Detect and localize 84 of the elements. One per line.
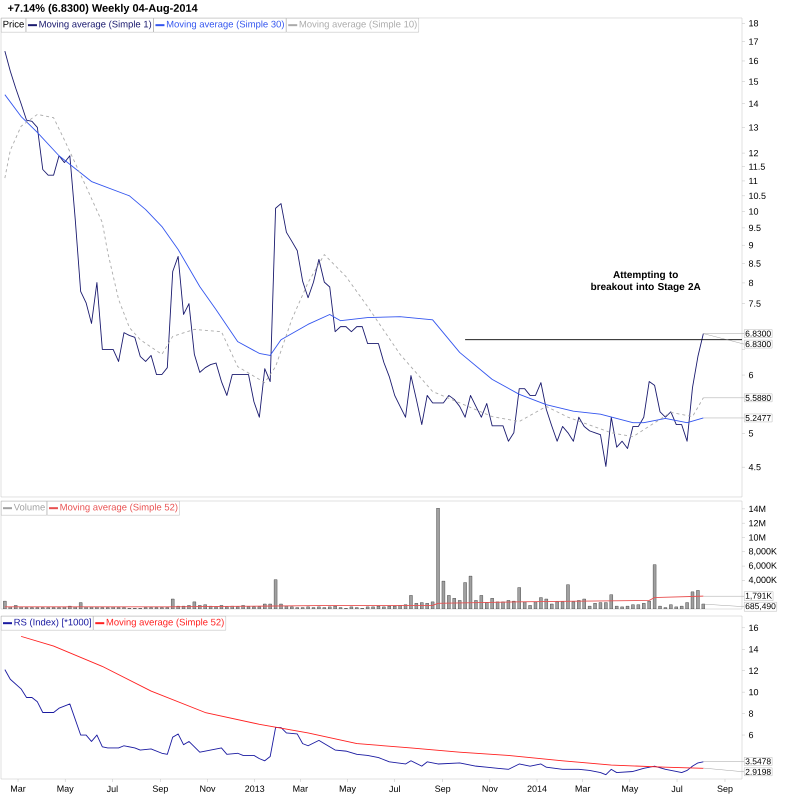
- x-tick-label: Jul: [671, 786, 682, 792]
- y-tick-label: 16: [749, 58, 758, 64]
- x-tick-label: May: [340, 786, 356, 794]
- bar: [393, 606, 396, 609]
- annotation: 6.8300: [746, 330, 771, 337]
- y-tick-label: 5: [748, 430, 754, 437]
- bar: [648, 600, 651, 609]
- legend-label: RS (Index) [*1000]: [14, 618, 91, 628]
- x-tick-label: Mar: [576, 786, 590, 792]
- y-tick-label: 10.5: [749, 192, 766, 200]
- y-tick-label: 12M: [749, 520, 766, 526]
- y-tick-label: 10: [749, 208, 758, 215]
- y-tick-label: 10M: [749, 534, 766, 541]
- y-tick-label: 4,000K: [748, 576, 777, 584]
- y-tick-label: 6: [748, 372, 754, 378]
- bar: [642, 603, 646, 609]
- y-tick-label: 14M: [749, 506, 766, 512]
- y-tick-label: 12: [749, 668, 758, 674]
- y-tick-label: 14: [749, 646, 758, 652]
- annotation: 3.5478: [746, 758, 771, 764]
- legend-label: Moving average (Simple 52): [106, 618, 224, 628]
- x-tick-label: 2014: [528, 786, 547, 792]
- y-tick-label: 12: [749, 150, 758, 156]
- legend-label: Moving average (Simple 30): [166, 20, 284, 30]
- x-tick-label: May: [622, 786, 638, 794]
- annotation: 5.5880: [746, 394, 771, 401]
- annotation: 6.8300: [746, 341, 771, 348]
- legend-label: Moving average (Simple 10): [300, 20, 417, 30]
- x-tick-label: Nov: [200, 786, 216, 792]
- bar: [680, 606, 684, 609]
- x-tick-label: Sep: [717, 786, 733, 794]
- bar: [171, 598, 174, 609]
- x-tick-label: Mar: [293, 786, 308, 792]
- y-tick-label: 11.5: [749, 164, 765, 170]
- y-tick-label: 6: [748, 732, 754, 738]
- y-tick-label: 10: [749, 688, 758, 696]
- y-tick-label: 18: [749, 20, 758, 26]
- y-tick-label: 8: [748, 280, 754, 286]
- y-tick-label: 15: [749, 78, 758, 85]
- bar: [518, 587, 521, 609]
- bar: [3, 600, 7, 609]
- bar: [702, 604, 705, 609]
- annotation: 5.2477: [746, 414, 771, 421]
- bar: [490, 598, 494, 609]
- y-tick-label: 13: [749, 124, 758, 131]
- x-tick-label: Sep: [435, 786, 450, 794]
- bar: [550, 604, 554, 609]
- bar: [485, 602, 488, 609]
- y-tick-label: 8,000K: [748, 548, 777, 556]
- line-series: [20, 636, 704, 769]
- x-tick-label: Mar: [11, 786, 26, 792]
- x-tick-label: Sep: [152, 786, 168, 794]
- line-series: [4, 596, 704, 608]
- x-tick-label: May: [57, 786, 74, 794]
- bar: [544, 598, 548, 609]
- y-tick-label: 14: [749, 100, 758, 107]
- annotation: 685,490: [746, 603, 776, 610]
- x-tick-label: Jul: [389, 786, 400, 792]
- y-tick-label: 8.5: [748, 260, 761, 267]
- bar: [452, 598, 456, 609]
- legend-label: Moving average (Simple 52): [60, 504, 178, 512]
- annotation: Attempting to breakout into Stage 2A: [591, 270, 700, 292]
- y-tick-label: 7.5: [748, 300, 761, 307]
- bar: [582, 598, 586, 609]
- y-tick-label: 8: [748, 710, 754, 717]
- y-tick-label: 6,000K: [748, 562, 777, 570]
- y-tick-label: 11: [749, 178, 758, 184]
- y-tick-label: 17: [749, 38, 758, 45]
- legend-label: Volume: [14, 504, 45, 510]
- bar: [610, 594, 613, 609]
- chart-title: +7.14% (6.8300) Weekly 04-Aug-2014: [8, 4, 198, 14]
- annotation: 2.9198: [746, 768, 771, 775]
- y-tick-label: 4.5: [748, 464, 761, 470]
- legend-title: Price: [3, 20, 24, 28]
- y-tick-label: 9: [748, 242, 754, 248]
- x-tick-label: 2013: [245, 786, 264, 792]
- legend-label: Moving average (Simple 1): [39, 20, 152, 30]
- x-tick-label: Jul: [106, 786, 118, 792]
- x-tick-label: Nov: [482, 786, 498, 792]
- y-tick-label: 16: [749, 624, 758, 631]
- bar: [388, 606, 391, 609]
- y-tick-label: 9.5: [748, 224, 761, 232]
- annotation: 1,791K: [746, 592, 772, 600]
- bar: [615, 606, 618, 609]
